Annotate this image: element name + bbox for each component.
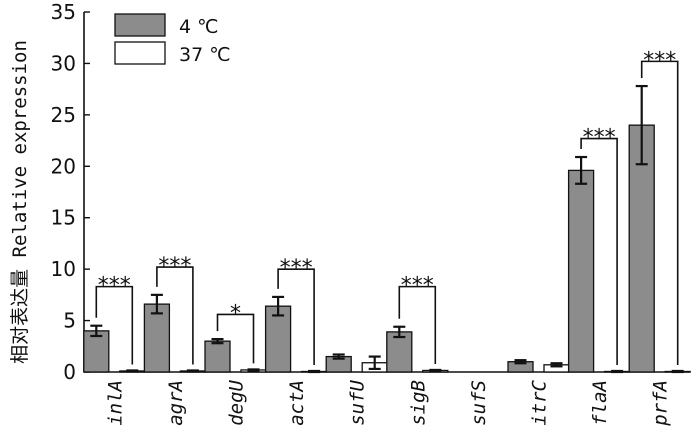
axes xyxy=(83,12,690,373)
x-label-sufU: sufU xyxy=(347,379,369,425)
y-axis-label: 相对表达量 Relative expression xyxy=(9,40,31,364)
x-label-flaA: flaA xyxy=(589,380,611,426)
legend-swatch-0 xyxy=(114,13,166,37)
bar-inlA-4C xyxy=(83,330,110,373)
y-tick-label: 5 xyxy=(63,309,76,333)
y-tick-label: 10 xyxy=(51,257,76,281)
legend-swatch-1 xyxy=(114,41,166,65)
bar-agrA-4C xyxy=(143,303,171,373)
significance-bracket-agrA xyxy=(156,266,194,365)
bars xyxy=(83,84,691,374)
x-label-agrA: agrA xyxy=(165,380,187,426)
significance-label-degU: * xyxy=(230,301,241,326)
x-label-degU: degU xyxy=(226,379,248,425)
x-label-inlA: inlA xyxy=(104,380,126,426)
significance-bracket-flaA xyxy=(580,137,618,365)
significance-label-inlA: *** xyxy=(98,274,131,299)
y-tick-label: 15 xyxy=(51,206,76,230)
significance-bracket-sigB xyxy=(398,285,437,364)
x-tick-labels: inlA agrA degU actA sufU sigB sufS itrC flaA prfA xyxy=(104,379,671,426)
y-tick-label: 20 xyxy=(51,154,76,178)
significance-label-sigB: *** xyxy=(401,274,434,299)
x-label-actA: actA xyxy=(286,380,308,426)
significance-label-flaA: *** xyxy=(583,126,616,151)
x-label-prfA: prfA xyxy=(650,380,672,427)
bar-degU-4C xyxy=(204,340,231,373)
legend-label-1: 37 ℃ xyxy=(179,44,231,66)
x-label-itrC: itrC xyxy=(529,379,551,425)
y-axis-label-group: 相对表达量 Relative expression xyxy=(9,40,31,364)
significance-label-agrA: *** xyxy=(158,254,191,279)
legend-label-0: 4 ℃ xyxy=(179,16,218,38)
significance-brackets: ******************* xyxy=(95,48,679,365)
x-label-sigB: sigB xyxy=(407,380,429,426)
y-tick-label: 0 xyxy=(63,360,76,384)
y-tick-label: 25 xyxy=(51,103,76,127)
y-ticks: 0 5 10 15 20 25 30 35 xyxy=(51,0,90,384)
significance-bracket-actA xyxy=(277,268,315,365)
significance-label-actA: *** xyxy=(280,256,313,281)
significance-label-prfA: *** xyxy=(643,48,676,73)
bar-sigB-4C xyxy=(386,331,413,373)
bar-prfA-4C xyxy=(628,124,655,373)
significance-bracket-inlA xyxy=(95,285,134,365)
legend: 4 ℃ 37 ℃ xyxy=(114,13,231,66)
bar-flaA-4C xyxy=(567,169,595,373)
y-tick-label: 30 xyxy=(51,51,76,75)
y-tick-label: 35 xyxy=(51,0,76,24)
significance-bracket-prfA xyxy=(640,60,679,365)
significance-bracket-degU xyxy=(216,313,255,364)
x-label-sufS: sufS xyxy=(468,380,490,426)
